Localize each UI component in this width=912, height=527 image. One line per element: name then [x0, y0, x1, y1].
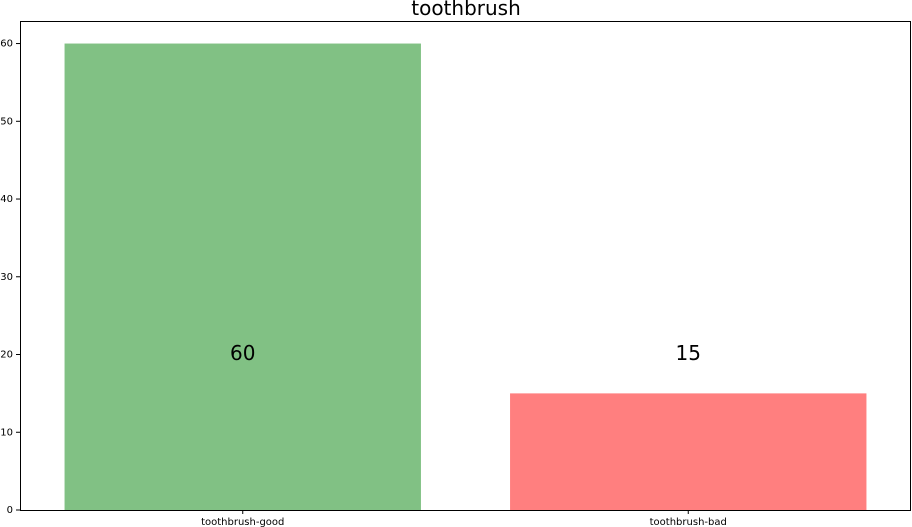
y-tick-label: 10	[0, 427, 13, 438]
data-label-toothbrush-good: 60	[230, 341, 255, 365]
y-tick-label: 40	[0, 194, 13, 205]
plot-frame	[20, 21, 911, 511]
data-label-toothbrush-bad: 15	[676, 341, 701, 365]
y-tick-label: 50	[0, 116, 13, 127]
bar-toothbrush-bad	[510, 393, 867, 510]
y-tick-label: 60	[0, 39, 13, 50]
y-tick-label: 20	[0, 350, 13, 361]
y-tick-label: 30	[0, 272, 13, 283]
chart-title: toothbrush	[411, 0, 521, 20]
x-tick-label: toothbrush-good	[201, 517, 284, 527]
bars-group	[64, 43, 867, 510]
bar-toothbrush-good	[64, 43, 421, 510]
x-axis: toothbrush-good toothbrush-bad	[201, 510, 727, 527]
data-labels-group: 60 15	[230, 341, 701, 365]
x-tick-label: toothbrush-bad	[650, 517, 727, 527]
y-axis: 0 10 20 30 40 50 60	[0, 39, 20, 516]
y-tick-label: 0	[7, 505, 13, 516]
